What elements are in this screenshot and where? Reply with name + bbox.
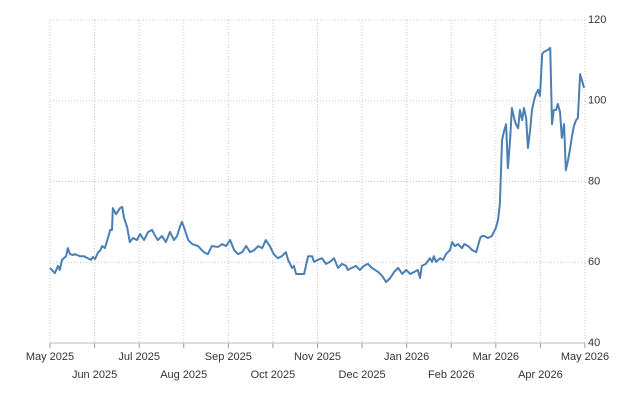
- price-line: [49, 46, 586, 284]
- x-tick-label: Feb 2026: [428, 369, 474, 381]
- y-tick-label: 100: [588, 95, 606, 107]
- x-tick-label: Sep 2025: [205, 351, 252, 363]
- x-tick-label: Nov 2025: [294, 351, 341, 363]
- x-tick-label: Apr 2026: [518, 369, 563, 381]
- x-tick-label: Mar 2026: [473, 351, 519, 363]
- x-tick-label: Jan 2026: [384, 351, 429, 363]
- x-tick-label: May 2025: [26, 351, 74, 363]
- x-tick-label: Jul 2025: [118, 351, 160, 363]
- y-tick-label: 120: [588, 14, 606, 26]
- x-tick-label: Dec 2025: [339, 369, 386, 381]
- x-tick-label: May 2026: [561, 351, 609, 363]
- y-tick-label: 80: [588, 175, 600, 187]
- x-tick-label: Oct 2025: [251, 369, 296, 381]
- x-tick-label: Aug 2025: [160, 369, 207, 381]
- x-tick-label: Jun 2025: [72, 369, 117, 381]
- y-tick-label: 60: [588, 256, 600, 268]
- y-tick-label: 40: [588, 337, 600, 349]
